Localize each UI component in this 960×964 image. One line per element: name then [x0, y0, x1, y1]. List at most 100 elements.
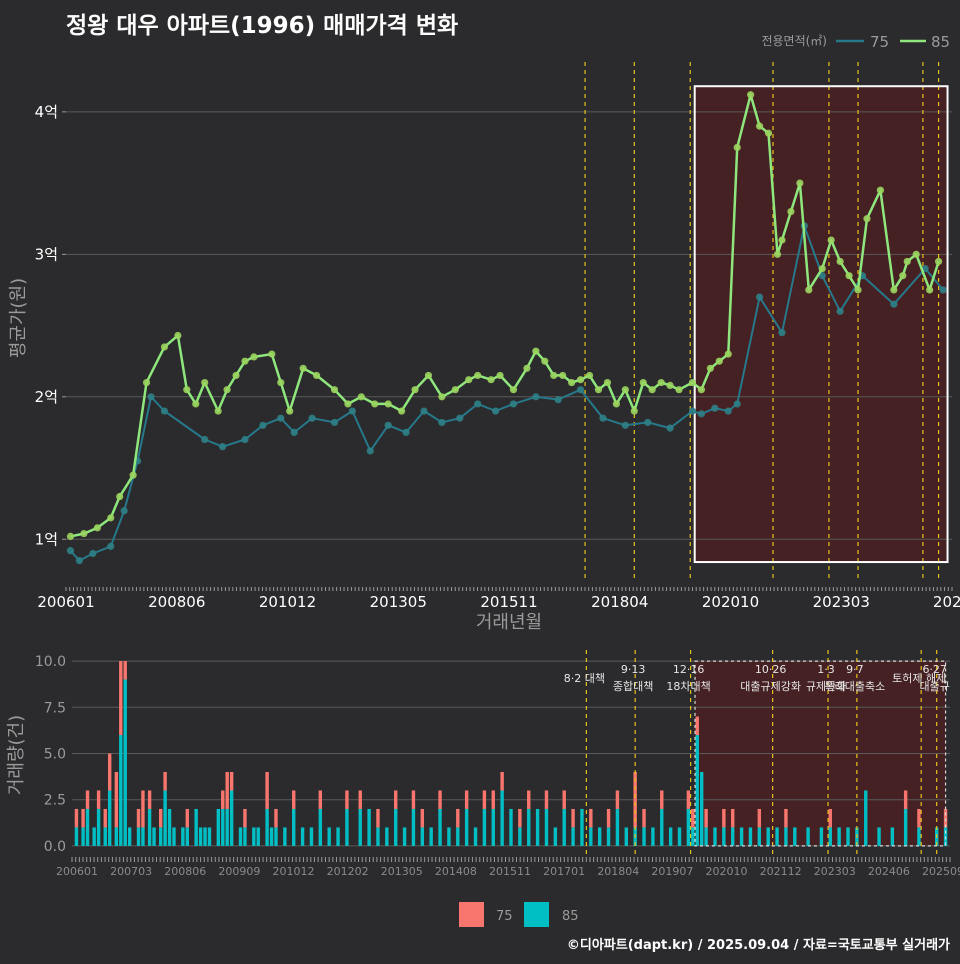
price-point-85-70: [827, 236, 835, 244]
volume-bar-75-76: [642, 808, 646, 828]
volume-bar-85-59: [491, 808, 495, 846]
volume-ytick-label-2: 5.0: [44, 747, 66, 763]
volume-bar-75-48: [394, 790, 398, 809]
price-point-85-29: [424, 371, 433, 380]
highlight-box: [693, 85, 949, 564]
price-point-85-50: [639, 378, 647, 387]
price-point-75-29: [599, 414, 607, 422]
price-point-85-74: [863, 215, 871, 223]
price-point-85-53: [666, 381, 674, 389]
price-point-85-75: [876, 186, 885, 194]
price-point-75-22: [456, 414, 464, 422]
volume-bar-75-91: [757, 808, 762, 828]
volume-bar-85-27: [225, 808, 229, 846]
volume-bar-85-58: [482, 808, 487, 846]
price-xtick-label-0: 200601: [37, 593, 94, 611]
price-point-75-12: [277, 414, 285, 422]
volume-bar-85-47: [385, 827, 389, 846]
volume-bar-85-3: [92, 827, 96, 846]
volume-bar-75-94: [784, 808, 788, 828]
volume-bar-75-75: [633, 771, 637, 828]
price-point-85-37: [523, 364, 531, 372]
volume-ytick-label-4: 10.0: [35, 654, 66, 670]
policy-annotation-5-0: 9·7: [846, 663, 864, 676]
price-xtick-label-6: 202010: [702, 593, 759, 611]
volume-bar-85-25: [216, 808, 221, 846]
price-point-85-1: [80, 529, 88, 538]
volume-bar-85-106: [917, 827, 921, 846]
price-point-85-0: [66, 532, 75, 541]
policy-annotation-5-1: 특례대출축소: [825, 680, 886, 693]
price-point-85-56: [697, 386, 706, 394]
volume-bar-85-44: [358, 808, 362, 846]
volume-bar-85-41: [327, 827, 331, 846]
price-point-75-20: [420, 407, 428, 415]
price-point-85-66: [787, 207, 795, 216]
price-point-75-14: [308, 414, 316, 422]
volume-xtick-label-12: 202010: [706, 865, 748, 878]
volume-xtick-label-9: 201701: [543, 865, 585, 878]
price-point-85-39: [541, 357, 549, 365]
volume-bar-85-50: [411, 808, 416, 846]
volume-legend-swatch-85: [524, 902, 549, 927]
price-point-75-28: [576, 386, 585, 394]
price-point-85-12: [214, 407, 222, 415]
price-point-85-7: [160, 343, 169, 351]
volume-xtick-label-7: 201408: [435, 865, 477, 878]
price-point-85-73: [854, 286, 862, 294]
volume-bar-85-38: [300, 827, 305, 846]
highlight-shade: [694, 86, 948, 563]
price-point-85-65: [778, 236, 786, 244]
volume-bar-85-26: [221, 808, 225, 846]
price-ytick-label-0: 1억: [35, 530, 58, 548]
volume-bar-85-84: [699, 771, 704, 846]
volume-bar-85-4: [96, 808, 101, 846]
price-point-75-27: [554, 396, 562, 404]
volume-bar-75-55: [456, 808, 460, 828]
price-point-75-41: [818, 272, 826, 280]
volume-bar-85-102: [864, 790, 868, 846]
price-legend-label-75: 75: [870, 33, 889, 51]
price-point-75-10: [241, 435, 249, 444]
volume-bar-85-77: [651, 827, 655, 846]
volume-bar-85-5: [103, 827, 107, 846]
volume-bar-85-95: [793, 827, 797, 846]
volume-bar-85-37: [292, 808, 296, 846]
volume-bar-85-81: [686, 808, 691, 846]
policy-annotation-1-0: 9·13: [621, 663, 646, 676]
volume-bar-85-68: [571, 827, 575, 846]
price-point-85-8: [174, 331, 182, 340]
volume-bar-85-80: [677, 827, 682, 846]
price-point-85-81: [934, 257, 943, 266]
price-xtick-label-2: 201012: [259, 593, 316, 611]
volume-bar-85-94: [784, 827, 788, 846]
price-point-75-11: [259, 421, 267, 429]
volume-bar-75-9: [123, 661, 127, 680]
price-point-85-26: [384, 400, 392, 408]
price-point-85-59: [724, 350, 732, 358]
volume-bar-85-105: [903, 808, 908, 846]
volume-ytick-label-3: 7.5: [44, 700, 66, 716]
volume-bar-75-40: [318, 790, 323, 809]
policy-annotation-1-1: 종합대책: [613, 680, 653, 693]
price-point-75-26: [532, 393, 540, 401]
price-point-75-31: [644, 418, 652, 427]
price-point-85-41: [559, 371, 567, 380]
volume-bar-85-8: [119, 735, 123, 846]
price-point-75-2: [89, 549, 97, 558]
volume-bar-85-99: [837, 827, 841, 846]
volume-bar-85-71: [597, 827, 602, 846]
price-point-85-16: [250, 353, 258, 361]
volume-bar-75-63: [527, 790, 531, 809]
price-xtick-label-1: 200806: [148, 593, 205, 611]
page-title: 정왕 대우 아파트(1996) 매매가격 변화: [66, 13, 459, 39]
volume-bar-75-78: [660, 790, 664, 809]
volume-bar-85-14: [152, 827, 156, 846]
price-point-85-55: [688, 378, 697, 387]
volume-xtick-label-15: 202406: [868, 865, 910, 878]
volume-legend-label-85: 85: [562, 909, 579, 924]
volume-bar-75-81: [686, 790, 691, 809]
volume-bar-85-89: [739, 827, 744, 846]
price-point-85-46: [603, 378, 612, 387]
